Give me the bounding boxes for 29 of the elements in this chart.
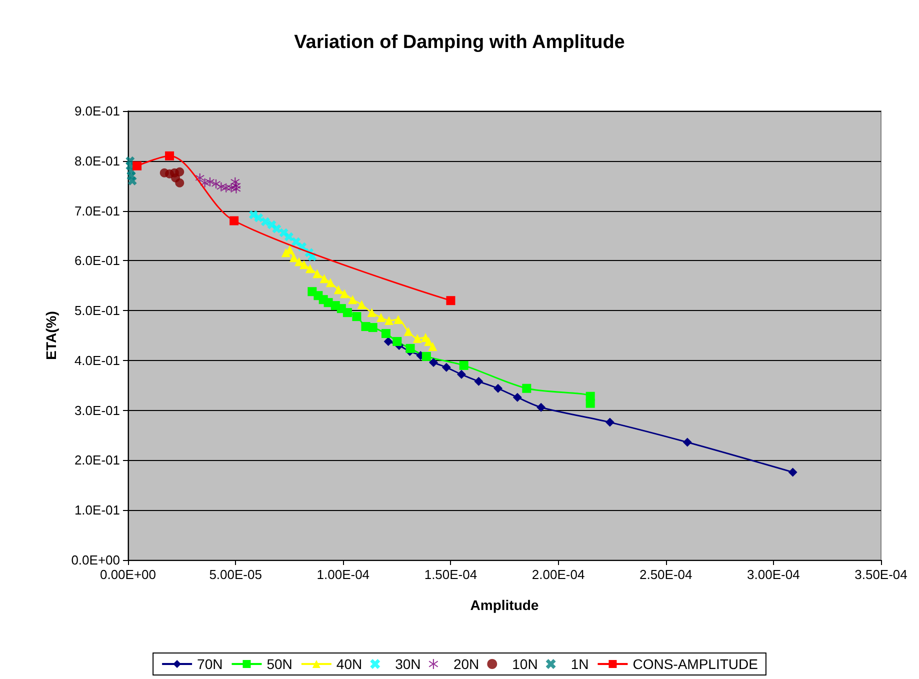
y-tick-label: 2.0E-01 (74, 452, 120, 468)
legend-label: 50N (266, 656, 292, 672)
y-tick-label: 5.0E-01 (74, 303, 120, 318)
y-tick-label: 1.0E-01 (74, 502, 120, 518)
y-tick-label: 8.0E-01 (74, 153, 120, 168)
legend-label: 70N (197, 656, 223, 672)
x-tick-label: 1.00E-04 (316, 567, 370, 582)
x-tick-label: 2.50E-04 (639, 567, 692, 582)
y-tick-label: 0.0E+00 (71, 552, 120, 568)
legend-label: 20N (453, 656, 480, 672)
y-tick-label: 9.0E-01 (74, 104, 120, 118)
y-tick-label: 7.0E-01 (74, 203, 120, 218)
chart-title: Variation of Damping with Amplitude (294, 32, 625, 53)
legend-label: 1N (570, 656, 589, 672)
x-tick-label: 2.00E-04 (532, 567, 585, 582)
x-tick-label: 1.50E-04 (424, 567, 478, 582)
legend-label: 30N (395, 656, 421, 672)
x-tick-label: 3.00E-04 (747, 567, 800, 582)
legend-label: CONS-AMPLITUDE (632, 656, 758, 672)
legend-label: 40N (336, 656, 362, 672)
legend-label: 10N (512, 656, 538, 672)
x-tick-label: 0.00E+00 (100, 567, 156, 582)
x-axis-title: Amplitude (470, 597, 539, 613)
x-tick-label: 5.00E-05 (209, 567, 262, 582)
y-tick-label: 3.0E-01 (74, 402, 120, 418)
y-tick-label: 6.0E-01 (74, 253, 120, 268)
y-tick-label: 4.0E-01 (74, 352, 120, 368)
x-tick-label: 3.50E-04 (854, 567, 908, 582)
y-axis-title: ETA(%) (43, 311, 59, 360)
